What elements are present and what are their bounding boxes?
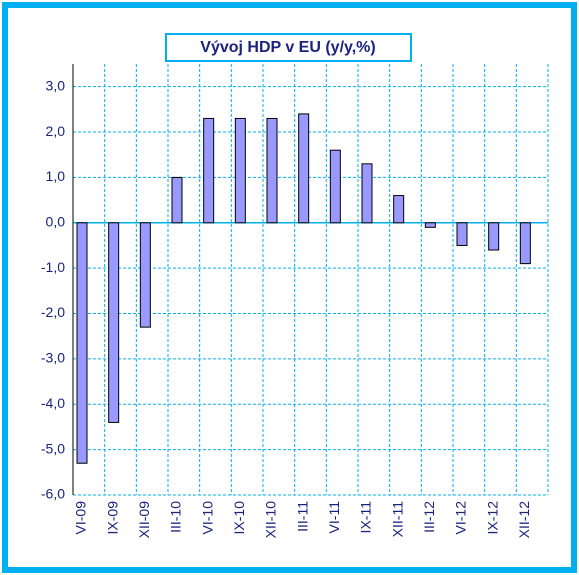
x-tick-label: VI-10: [199, 501, 215, 535]
bar: [234, 117, 246, 224]
x-tick-label: III-12: [421, 501, 437, 533]
y-tick-label: -3,0: [41, 350, 65, 366]
x-tick-label: III-11: [294, 501, 310, 532]
x-tick-label: XII-10: [263, 501, 279, 539]
x-tick-label: VI-11: [326, 501, 342, 534]
y-tick-label: 1,0: [46, 168, 66, 184]
x-tick-label: III-10: [168, 501, 184, 533]
y-tick-label: -6,0: [41, 486, 65, 502]
x-tick-label: IX-12: [484, 501, 500, 535]
y-tick-label: -1,0: [41, 259, 65, 275]
bar: [298, 113, 310, 224]
bar: [76, 222, 88, 464]
y-tick-label: -5,0: [41, 440, 65, 456]
bar: [266, 117, 278, 224]
y-tick-label: 0,0: [46, 213, 66, 229]
chart-title: Vývoj HDP v EU (y/y,%): [200, 39, 375, 56]
bar: [519, 222, 531, 265]
x-tick-label: IX-11: [358, 501, 374, 534]
x-tick-label: VI-12: [453, 501, 469, 535]
x-tick-label: IX-10: [231, 501, 247, 535]
x-tick-label: IX-09: [104, 501, 120, 535]
y-tick-label: -2,0: [41, 304, 65, 320]
bar: [424, 222, 436, 228]
bar: [203, 117, 215, 224]
y-tick-label: -4,0: [41, 395, 65, 411]
x-tick-label: VI-09: [73, 501, 89, 535]
bar: [361, 163, 373, 224]
y-tick-label: 2,0: [46, 123, 66, 139]
bar: [139, 222, 151, 328]
bar: [393, 195, 405, 224]
x-tick-label: XII-12: [516, 501, 532, 539]
x-tick-label: XII-09: [136, 501, 152, 539]
bar: [108, 222, 120, 423]
x-tick-label: XII-11: [389, 501, 405, 538]
bar: [456, 222, 468, 246]
y-tick-label: 3,0: [46, 77, 66, 93]
bar: [171, 176, 183, 224]
title-box: [165, 33, 412, 62]
bar: [329, 149, 341, 224]
bar: [488, 222, 500, 251]
